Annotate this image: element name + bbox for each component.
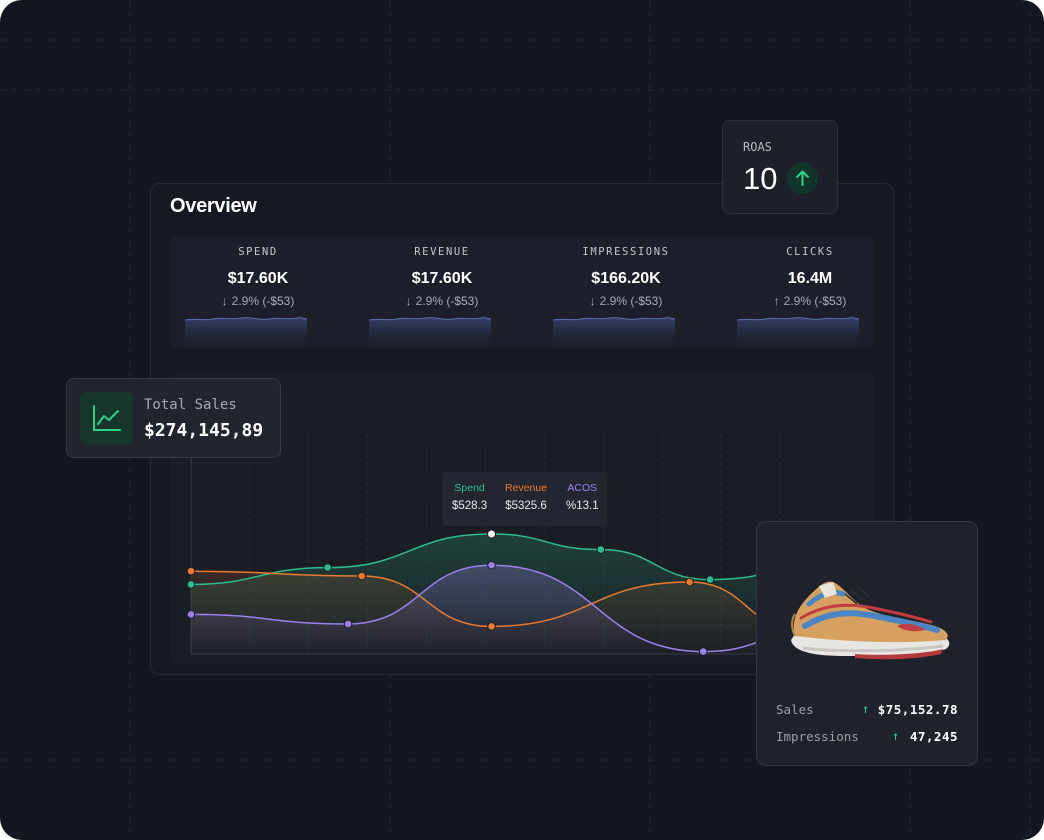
tooltip-label: Revenue <box>505 482 548 494</box>
product-row-value: 47,245 <box>909 729 958 744</box>
metrics-strip: SPEND $17.60K ↓ 2.9% (-$53) REVENUE $17.6… <box>170 236 874 348</box>
sparkline <box>185 317 307 345</box>
line-chart-icon <box>80 392 133 444</box>
line-chart[interactable] <box>170 374 875 664</box>
arrow-up-icon: ↑ <box>892 729 900 743</box>
data-point-spend <box>487 529 497 539</box>
roas-value: 10 <box>743 161 778 196</box>
arrow-up-icon: ↑ <box>862 702 870 716</box>
metric-change: ↓ 2.9% (-$53) <box>354 294 530 308</box>
overview-title: Overview <box>170 195 257 217</box>
data-point-spend <box>596 545 606 554</box>
metric-spend[interactable]: SPEND $17.60K ↓ 2.9% (-$53) <box>170 236 346 348</box>
data-point-spend <box>705 575 715 584</box>
data-point-acos <box>487 560 496 570</box>
arrow-down-icon: ↓ <box>405 294 412 308</box>
tooltip-label: Spend <box>454 482 485 494</box>
metric-value: 16.4M <box>787 270 833 287</box>
arrow-up-icon <box>787 163 818 194</box>
arrow-down-icon: ↓ <box>221 294 228 308</box>
tooltip-value: $5325.6 <box>505 500 547 512</box>
metric-clicks[interactable]: CLICKS 16.4M ↑ 2.9% (-$53) <box>722 236 898 348</box>
data-point-revenue <box>357 571 367 581</box>
chart-tooltip: Spend $528.3 Revenue $5325.6 ACOS %13.1 <box>442 472 607 526</box>
data-point-acos <box>186 610 196 619</box>
tooltip-revenue: Revenue $5325.6 <box>505 482 547 512</box>
product-row-value: $75,152.78 <box>877 702 958 717</box>
data-point-revenue <box>685 577 694 587</box>
metric-label: IMPRESSIONS <box>582 246 670 258</box>
metric-impressions[interactable]: IMPRESSIONS $166.20K ↓ 2.9% (-$53) <box>538 236 714 348</box>
product-row-label: Impressions <box>776 729 859 744</box>
product-card[interactable]: Sales ↑ $75,152.78 Impressions ↑ 47,245 <box>756 521 978 766</box>
series-area-acos <box>191 565 874 654</box>
metric-change: ↓ 2.9% (-$53) <box>170 294 346 308</box>
tooltip-value: $528.3 <box>452 500 488 512</box>
metric-revenue[interactable]: REVENUE $17.60K ↓ 2.9% (-$53) <box>354 236 530 348</box>
arrow-up-icon: ↑ <box>773 294 780 308</box>
roas-label: ROAS <box>743 140 772 154</box>
metric-label: SPEND <box>238 246 278 258</box>
data-point-revenue <box>487 622 496 631</box>
total-sales-value: $274,145,89 <box>144 420 264 441</box>
tooltip-spend: Spend $528.3 <box>452 482 487 512</box>
metric-change-text: 2.9% (-$53) <box>231 294 295 308</box>
tooltip-label: ACOS <box>567 482 598 494</box>
metric-change-text: 2.9% (-$53) <box>783 294 847 308</box>
data-point-spend <box>186 580 196 589</box>
chart-areas <box>191 534 874 654</box>
product-impressions-row: Impressions ↑ 47,245 <box>776 729 958 747</box>
tooltip-acos: ACOS %13.1 <box>566 482 599 512</box>
product-sales-row: Sales ↑ $75,152.78 <box>776 702 958 720</box>
arrow-down-icon: ↓ <box>589 294 596 308</box>
roas-card[interactable]: ROAS 10 <box>722 120 838 214</box>
product-row-label: Sales <box>776 702 814 717</box>
sparkline <box>737 317 859 345</box>
metric-change-text: 2.9% (-$53) <box>415 294 479 308</box>
metric-value: $17.60K <box>227 270 289 287</box>
metric-change: ↓ 2.9% (-$53) <box>538 294 714 308</box>
data-point-acos <box>698 647 708 656</box>
metric-change: ↑ 2.9% (-$53) <box>722 294 898 308</box>
sparkline <box>369 317 491 345</box>
data-point-acos <box>343 619 353 629</box>
sparkline <box>553 317 675 345</box>
metric-value: $166.20K <box>591 270 661 287</box>
data-point-spend <box>323 563 332 572</box>
metric-value: $17.60K <box>411 270 473 287</box>
metric-label: CLICKS <box>786 246 834 258</box>
metric-change-text: 2.9% (-$53) <box>599 294 663 308</box>
data-point-revenue <box>186 566 196 576</box>
total-sales-card[interactable]: Total Sales $274,145,89 <box>66 378 281 458</box>
sneaker-icon <box>791 581 950 660</box>
total-sales-label: Total Sales <box>144 397 237 413</box>
tooltip-value: %13.1 <box>566 500 599 512</box>
metric-label: REVENUE <box>414 246 470 258</box>
